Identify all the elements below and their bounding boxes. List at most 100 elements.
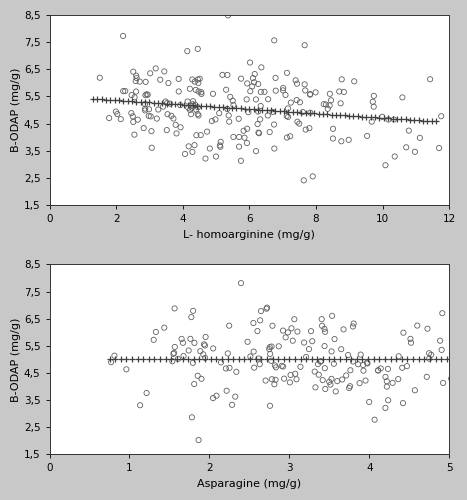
Point	[337, 100, 344, 108]
Point	[278, 362, 285, 370]
Point	[198, 90, 205, 98]
Point	[290, 316, 298, 324]
Point	[377, 364, 384, 372]
Point	[280, 374, 288, 382]
Point	[324, 105, 332, 113]
Point	[312, 88, 319, 96]
Point	[436, 336, 444, 344]
Point	[395, 375, 402, 383]
Point	[382, 404, 389, 412]
Point	[206, 144, 213, 152]
Point	[268, 342, 275, 350]
Point	[111, 352, 118, 360]
Point	[189, 359, 197, 367]
Point	[195, 436, 202, 444]
Point	[243, 80, 251, 88]
Point	[330, 360, 338, 368]
Point	[215, 109, 223, 117]
Point	[329, 124, 337, 132]
Point	[194, 103, 202, 111]
Point	[306, 90, 314, 98]
Point	[321, 342, 328, 350]
Point	[360, 366, 367, 374]
Point	[368, 118, 375, 126]
Point	[269, 108, 276, 116]
Point	[198, 375, 205, 383]
Point	[264, 112, 271, 120]
Point	[309, 172, 317, 180]
Point	[245, 108, 252, 116]
Point	[172, 121, 179, 129]
Point	[321, 364, 329, 372]
Point	[162, 98, 170, 106]
Y-axis label: B-ODAP (mg/g): B-ODAP (mg/g)	[11, 68, 21, 152]
Point	[364, 360, 371, 368]
Point	[232, 392, 239, 400]
Point	[136, 78, 143, 86]
Point	[321, 328, 329, 336]
Point	[235, 142, 243, 150]
Point	[117, 115, 125, 123]
Point	[447, 374, 455, 382]
Point	[347, 366, 354, 374]
Point	[294, 118, 301, 126]
Point	[191, 380, 198, 388]
Point	[254, 120, 262, 128]
Point	[301, 41, 308, 49]
Point	[142, 91, 149, 99]
Point	[296, 98, 304, 106]
Point	[272, 74, 279, 82]
Point	[385, 116, 392, 124]
Point	[340, 326, 347, 334]
Point	[272, 86, 279, 94]
Point	[194, 45, 201, 53]
Point	[375, 366, 382, 374]
Point	[250, 364, 258, 372]
Point	[292, 76, 299, 84]
Point	[252, 96, 260, 104]
Point	[291, 370, 299, 378]
Point	[289, 336, 297, 344]
Point	[405, 126, 412, 134]
Point	[453, 402, 460, 410]
Point	[425, 349, 433, 357]
Point	[346, 384, 353, 392]
Point	[217, 358, 225, 366]
Point	[192, 131, 200, 139]
Point	[244, 338, 251, 346]
Point	[250, 348, 257, 356]
Point	[305, 345, 313, 353]
Point	[161, 324, 168, 332]
Point	[349, 358, 357, 366]
Point	[163, 99, 171, 107]
Point	[319, 376, 326, 384]
Point	[339, 376, 346, 384]
Point	[169, 358, 176, 366]
Point	[266, 345, 273, 353]
Point	[255, 108, 262, 116]
Point	[284, 104, 292, 112]
Point	[424, 324, 431, 332]
Point	[411, 148, 418, 156]
Point	[293, 80, 301, 88]
Point	[283, 112, 290, 120]
Point	[269, 322, 276, 330]
Point	[395, 352, 403, 360]
Point	[257, 88, 265, 96]
Point	[255, 128, 262, 136]
Point	[156, 76, 164, 84]
Point	[219, 71, 226, 79]
Point	[201, 342, 209, 349]
Point	[363, 132, 371, 140]
Point	[131, 93, 138, 101]
Point	[256, 316, 264, 324]
Point	[194, 372, 201, 380]
Point	[461, 380, 467, 388]
Point	[189, 97, 197, 105]
Point	[241, 134, 248, 141]
Point	[328, 348, 335, 356]
Point	[438, 112, 445, 120]
Point	[173, 130, 180, 138]
Point	[255, 354, 262, 362]
Point	[311, 384, 319, 392]
